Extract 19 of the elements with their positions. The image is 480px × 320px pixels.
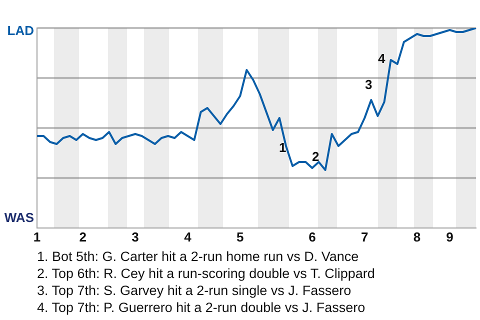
x-tick-label: 2 <box>79 229 86 244</box>
text: LAD <box>6 23 34 38</box>
annotation: 3 <box>365 77 372 92</box>
text: WAS <box>3 210 34 225</box>
text: 4. Top 7th: P. Guerrero hit a 2-run double vs J. Fassero <box>37 299 366 316</box>
x-tick-label: 8 <box>413 229 421 244</box>
x-tick-label: 7 <box>360 229 368 244</box>
text: 2. Top 6th: R. Cey hit a run-scoring double vs T. Clippard <box>37 265 376 282</box>
x-tick-label: 9 <box>446 229 454 244</box>
x-tick-label: 3 <box>132 229 139 244</box>
annotation: 4 <box>378 51 386 66</box>
x-tick-label: 4 <box>184 229 192 244</box>
x-tick-label: 5 <box>236 229 244 244</box>
x-tick-label: 6 <box>308 229 316 244</box>
text: 1. Bot 5th: G. Carter hit a 2-run home run vs D. Vance <box>37 248 360 265</box>
x-tick-label: 1 <box>33 229 41 244</box>
annotation: 1 <box>279 140 286 155</box>
annotation: 2 <box>312 149 320 164</box>
text: 3. Top 7th: S. Garvey hit a 2-run single vs J. Fassero <box>37 282 352 299</box>
